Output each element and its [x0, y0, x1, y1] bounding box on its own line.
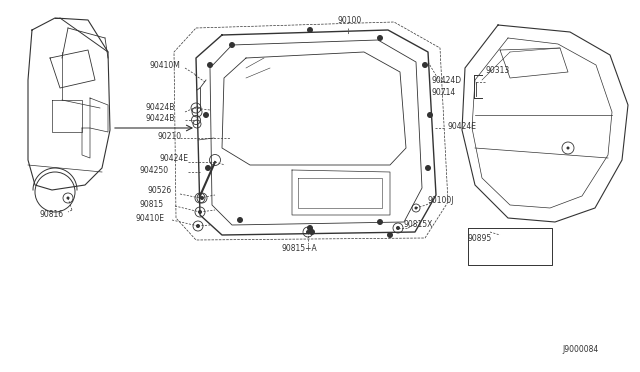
Text: 90424B: 90424B: [146, 113, 175, 122]
Circle shape: [200, 196, 204, 200]
Text: 90815: 90815: [140, 199, 164, 208]
Circle shape: [387, 232, 393, 238]
Circle shape: [198, 210, 202, 214]
Circle shape: [425, 165, 431, 171]
Circle shape: [427, 112, 433, 118]
Circle shape: [196, 224, 200, 228]
Circle shape: [307, 225, 313, 231]
Text: 90815X: 90815X: [404, 219, 433, 228]
Circle shape: [566, 147, 570, 150]
Circle shape: [67, 196, 70, 199]
Text: 90816: 90816: [40, 209, 64, 218]
Text: 90100J: 90100J: [428, 196, 454, 205]
Circle shape: [422, 62, 428, 68]
Text: 90410E: 90410E: [136, 214, 165, 222]
Circle shape: [237, 217, 243, 223]
Circle shape: [415, 206, 417, 209]
Text: 90424B: 90424B: [146, 103, 175, 112]
Circle shape: [377, 219, 383, 225]
Circle shape: [307, 27, 313, 33]
Circle shape: [229, 42, 235, 48]
Circle shape: [306, 230, 310, 234]
Text: 90210: 90210: [158, 131, 182, 141]
Text: 90424D: 90424D: [432, 76, 462, 84]
Text: J9000084: J9000084: [562, 346, 598, 355]
Circle shape: [396, 226, 400, 230]
Text: 904250: 904250: [140, 166, 169, 174]
Text: 90815+A: 90815+A: [282, 244, 317, 253]
Circle shape: [309, 229, 315, 235]
Text: 90313: 90313: [486, 65, 510, 74]
Text: 90424E: 90424E: [160, 154, 189, 163]
Text: 90714: 90714: [432, 87, 456, 96]
Text: 90424E: 90424E: [448, 122, 477, 131]
Circle shape: [205, 165, 211, 171]
Text: 90100: 90100: [338, 16, 362, 25]
Text: 90895: 90895: [468, 234, 492, 243]
Circle shape: [203, 112, 209, 118]
Text: 90410M: 90410M: [150, 61, 181, 70]
Text: 90526: 90526: [148, 186, 172, 195]
Circle shape: [377, 35, 383, 41]
Circle shape: [207, 62, 213, 68]
